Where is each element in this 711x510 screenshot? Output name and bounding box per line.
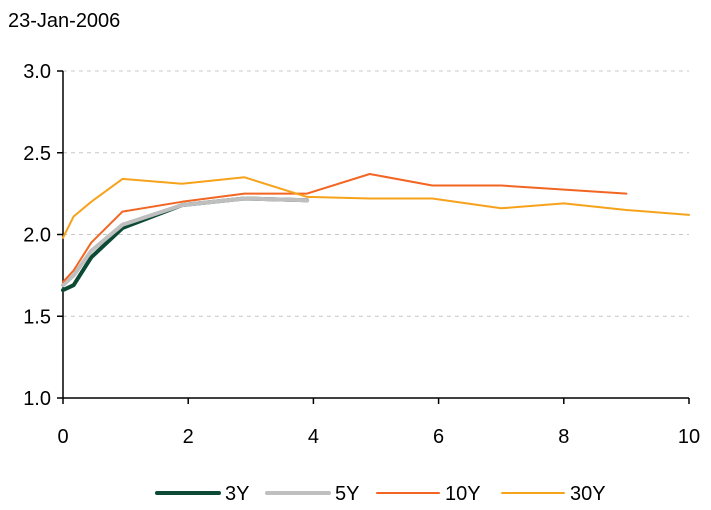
series-line-5y: [61, 196, 310, 288]
x-tick-label-3: 6: [433, 426, 444, 448]
series-line-10y: [62, 173, 628, 283]
chart-title: 23-Jan-2006: [8, 10, 120, 32]
x-tick-label-5: 10: [678, 426, 700, 448]
legend-label-5y: 5Y: [335, 483, 359, 505]
legend-label-3y: 3Y: [225, 483, 249, 505]
legend-label-10y: 10Y: [445, 483, 481, 505]
y-tick-label-4: 3.0: [23, 61, 51, 83]
legend-label-30y: 30Y: [570, 483, 606, 505]
y-tick-label-0: 1.0: [23, 388, 51, 410]
axes: 1.0 1.5 2.0 2.5 3.0 0 2 4 6 8 10: [23, 61, 700, 448]
y-tick-label-1: 1.5: [23, 306, 51, 328]
x-tick-label-4: 8: [558, 426, 569, 448]
y-tick-label-2: 2.0: [23, 225, 51, 247]
x-tick-label-0: 0: [57, 426, 68, 448]
y-tick-label-3: 2.5: [23, 143, 51, 165]
x-tick-label-1: 2: [183, 426, 194, 448]
x-tick-label-2: 4: [308, 426, 319, 448]
series-lines: [61, 173, 690, 293]
gridlines: [63, 70, 689, 317]
series-line-30y: [62, 176, 690, 239]
legend: 3Y 5Y 10Y 30Y: [155, 483, 606, 505]
